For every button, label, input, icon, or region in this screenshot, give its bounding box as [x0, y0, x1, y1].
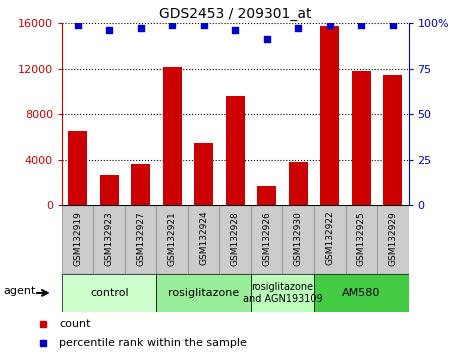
Text: GSM132929: GSM132929	[388, 211, 397, 266]
Text: GSM132927: GSM132927	[136, 211, 145, 266]
Text: GSM132928: GSM132928	[231, 211, 240, 266]
Bar	[377, 205, 409, 274]
Bar	[131, 164, 150, 205]
Point	[295, 25, 302, 31]
Bar	[314, 205, 346, 274]
Text: control: control	[90, 288, 129, 298]
Text: GSM132925: GSM132925	[357, 211, 366, 266]
Bar	[163, 68, 182, 205]
Bar	[257, 186, 276, 205]
Text: GSM132921: GSM132921	[168, 211, 177, 266]
Bar	[157, 274, 251, 312]
Text: GSM132923: GSM132923	[105, 211, 114, 266]
Point	[358, 22, 365, 28]
Bar	[251, 274, 314, 312]
Title: GDS2453 / 209301_at: GDS2453 / 209301_at	[159, 7, 312, 21]
Bar	[68, 131, 87, 205]
Text: rosiglitazone
and AGN193109: rosiglitazone and AGN193109	[243, 282, 322, 304]
Bar	[352, 71, 371, 205]
Bar	[188, 205, 219, 274]
Point	[389, 22, 397, 28]
Bar	[100, 175, 119, 205]
Text: GSM132922: GSM132922	[325, 211, 334, 266]
Point	[74, 22, 81, 28]
Text: GSM132930: GSM132930	[294, 211, 303, 266]
Point	[200, 22, 207, 28]
Text: count: count	[59, 319, 91, 329]
Bar	[94, 205, 125, 274]
Bar	[346, 205, 377, 274]
Bar	[62, 205, 94, 274]
Bar	[125, 205, 157, 274]
Point	[137, 25, 145, 31]
Point	[232, 28, 239, 33]
Bar	[289, 162, 308, 205]
Text: percentile rank within the sample: percentile rank within the sample	[59, 338, 247, 348]
Bar	[320, 27, 339, 205]
Text: AM580: AM580	[342, 288, 381, 298]
Point	[106, 28, 113, 33]
Point	[263, 36, 270, 42]
Text: GSM132926: GSM132926	[262, 211, 271, 266]
Bar	[62, 274, 157, 312]
Text: rosiglitazone: rosiglitazone	[168, 288, 239, 298]
Bar	[383, 75, 402, 205]
Bar	[251, 205, 282, 274]
Bar	[219, 205, 251, 274]
Text: GSM132924: GSM132924	[199, 211, 208, 266]
Point	[326, 22, 333, 28]
Bar	[282, 205, 314, 274]
Bar	[194, 143, 213, 205]
Bar	[226, 96, 245, 205]
Text: GSM132919: GSM132919	[73, 211, 82, 266]
Text: agent: agent	[3, 286, 35, 296]
Bar	[157, 205, 188, 274]
Bar	[314, 274, 409, 312]
Point	[168, 22, 176, 28]
